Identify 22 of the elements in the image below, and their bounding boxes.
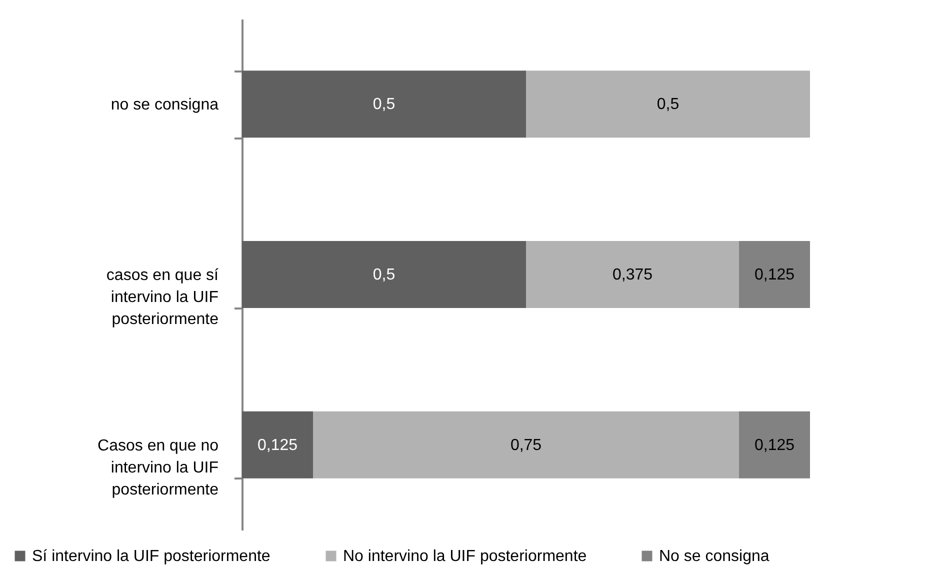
y-tick-label: no se consigna <box>110 96 219 114</box>
y-tick-label: casos en que sí intervino la UIF posteriormente <box>106 267 220 328</box>
bar <box>739 241 810 308</box>
data-label: 0,125 <box>754 436 795 454</box>
bar <box>242 411 313 478</box>
data-label: 0,5 <box>656 96 680 114</box>
data-label: 0,125 <box>257 436 298 454</box>
data-label: 0,75 <box>510 436 542 454</box>
data-label: 0,5 <box>372 266 396 284</box>
bar <box>526 70 810 138</box>
data-label: 0,5 <box>372 96 396 114</box>
data-label: 0,125 <box>754 266 795 284</box>
legend-label: No intervino la UIF posteriormente <box>343 548 587 565</box>
bar <box>242 70 526 138</box>
legend-label: Sí intervino la UIF posteriormente <box>32 548 270 565</box>
bar <box>313 411 739 478</box>
data-label: 0,375 <box>612 266 653 284</box>
bar <box>526 241 739 308</box>
bar <box>739 411 810 478</box>
legend-label: No se consigna <box>659 548 770 565</box>
y-tick-label: Casos en que no intervino la UIF posteriormente <box>98 437 219 498</box>
bar <box>242 241 526 308</box>
